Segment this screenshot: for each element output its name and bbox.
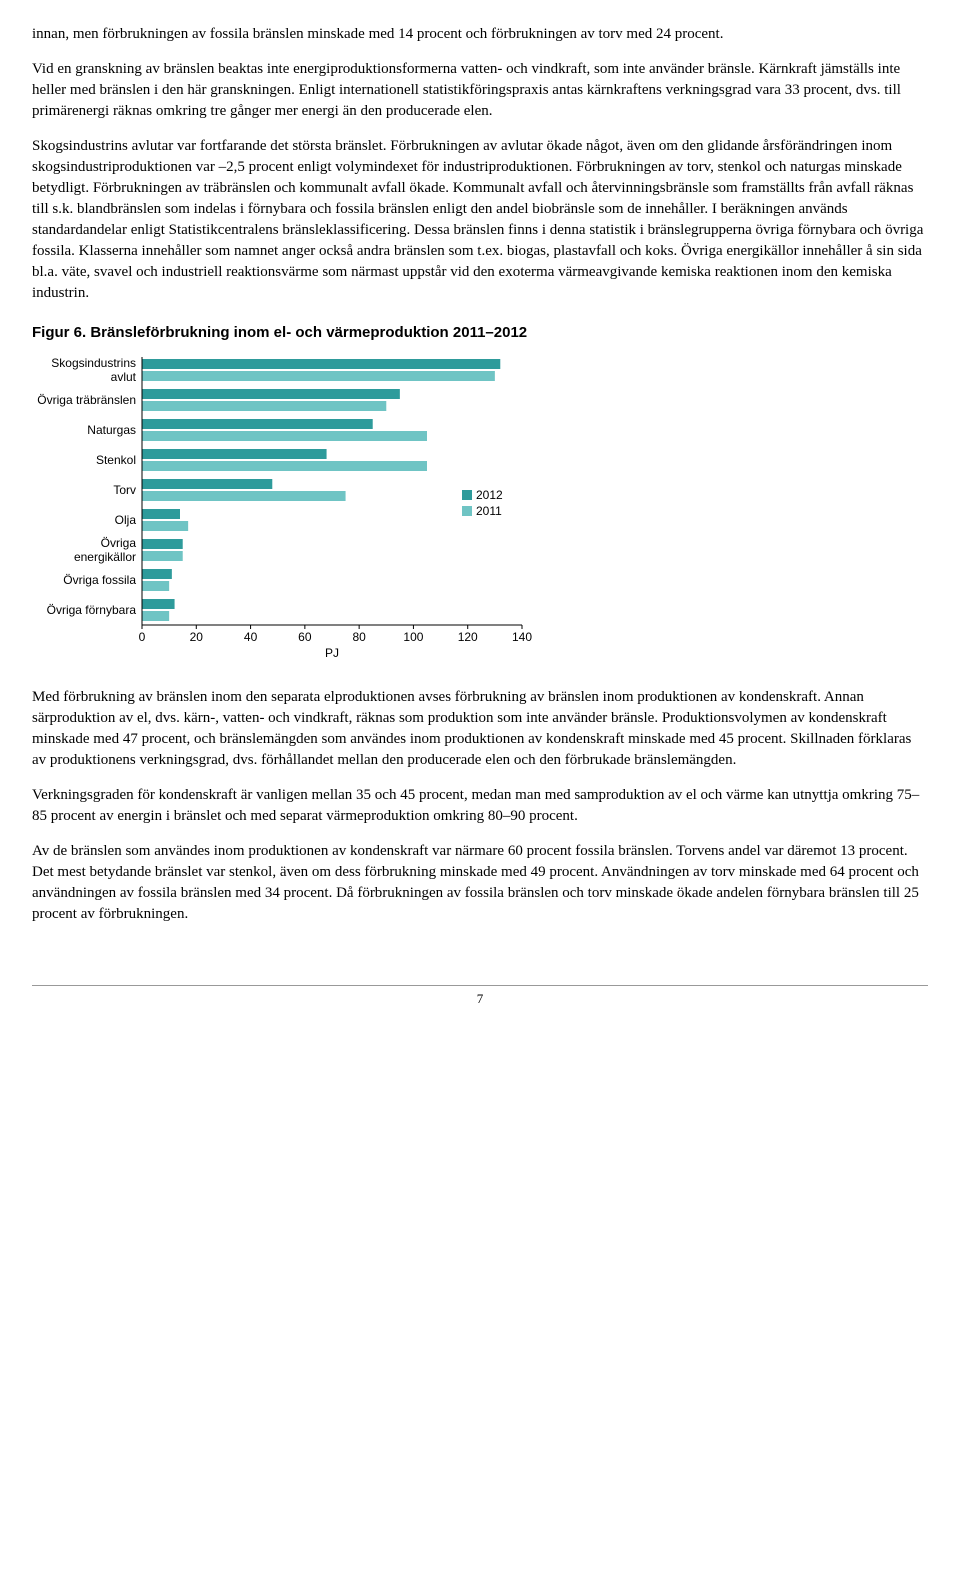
page-number: 7 xyxy=(32,985,928,1008)
svg-text:Naturgas: Naturgas xyxy=(87,423,136,437)
bar xyxy=(142,461,427,471)
svg-text:140: 140 xyxy=(512,630,532,644)
svg-text:Torv: Torv xyxy=(113,483,136,497)
svg-text:20: 20 xyxy=(190,630,204,644)
chart-svg: Skogsindustrinsavlut Övriga träbränslen Na… xyxy=(32,349,592,669)
body-paragraph: Vid en granskning av bränslen beaktas in… xyxy=(32,59,928,122)
bar xyxy=(142,371,495,381)
bar xyxy=(142,599,175,609)
svg-text:100: 100 xyxy=(403,630,423,644)
bar xyxy=(142,569,172,579)
legend-swatch xyxy=(462,490,472,500)
legend-label: 2011 xyxy=(476,504,502,518)
bar xyxy=(142,359,500,369)
bar xyxy=(142,581,169,591)
svg-text:120: 120 xyxy=(458,630,478,644)
svg-text:PJ: PJ xyxy=(325,646,339,660)
svg-text:Övriga fossila: Övriga fossila xyxy=(63,573,136,587)
bar xyxy=(142,401,386,411)
svg-text:Övriga förnybara: Övriga förnybara xyxy=(47,603,137,617)
svg-text:80: 80 xyxy=(352,630,366,644)
body-paragraph: innan, men förbrukningen av fossila brän… xyxy=(32,24,928,45)
svg-text:Övriga: Övriga xyxy=(101,536,137,550)
bar xyxy=(142,491,346,501)
bar xyxy=(142,611,169,621)
bar xyxy=(142,449,327,459)
bar xyxy=(142,479,272,489)
svg-text:60: 60 xyxy=(298,630,312,644)
body-paragraph: Av de bränslen som användes inom produkt… xyxy=(32,841,928,925)
bar xyxy=(142,509,180,519)
svg-text:0: 0 xyxy=(139,630,146,644)
bar xyxy=(142,539,183,549)
bar xyxy=(142,419,373,429)
bar-chart: Skogsindustrinsavlut Övriga träbränslen Na… xyxy=(32,349,928,669)
bar xyxy=(142,521,188,531)
legend-label: 2012 xyxy=(476,488,503,502)
svg-text:40: 40 xyxy=(244,630,258,644)
bar xyxy=(142,551,183,561)
svg-text:Skogsindustrins: Skogsindustrins xyxy=(51,356,136,370)
figure-title: Figur 6. Bränsleförbrukning inom el- och… xyxy=(32,322,928,343)
legend-swatch xyxy=(462,506,472,516)
body-paragraph: Verkningsgraden för kondenskraft är vanl… xyxy=(32,785,928,827)
svg-text:Stenkol: Stenkol xyxy=(96,453,136,467)
svg-text:Olja: Olja xyxy=(115,513,137,527)
bar xyxy=(142,389,400,399)
svg-text:avlut: avlut xyxy=(111,370,137,384)
svg-text:Övriga träbränslen: Övriga träbränslen xyxy=(37,393,136,407)
svg-text:energikällor: energikällor xyxy=(74,550,136,564)
body-paragraph: Med förbrukning av bränslen inom den sep… xyxy=(32,687,928,771)
bar xyxy=(142,431,427,441)
body-paragraph: Skogsindustrins avlutar var fortfarande … xyxy=(32,136,928,304)
